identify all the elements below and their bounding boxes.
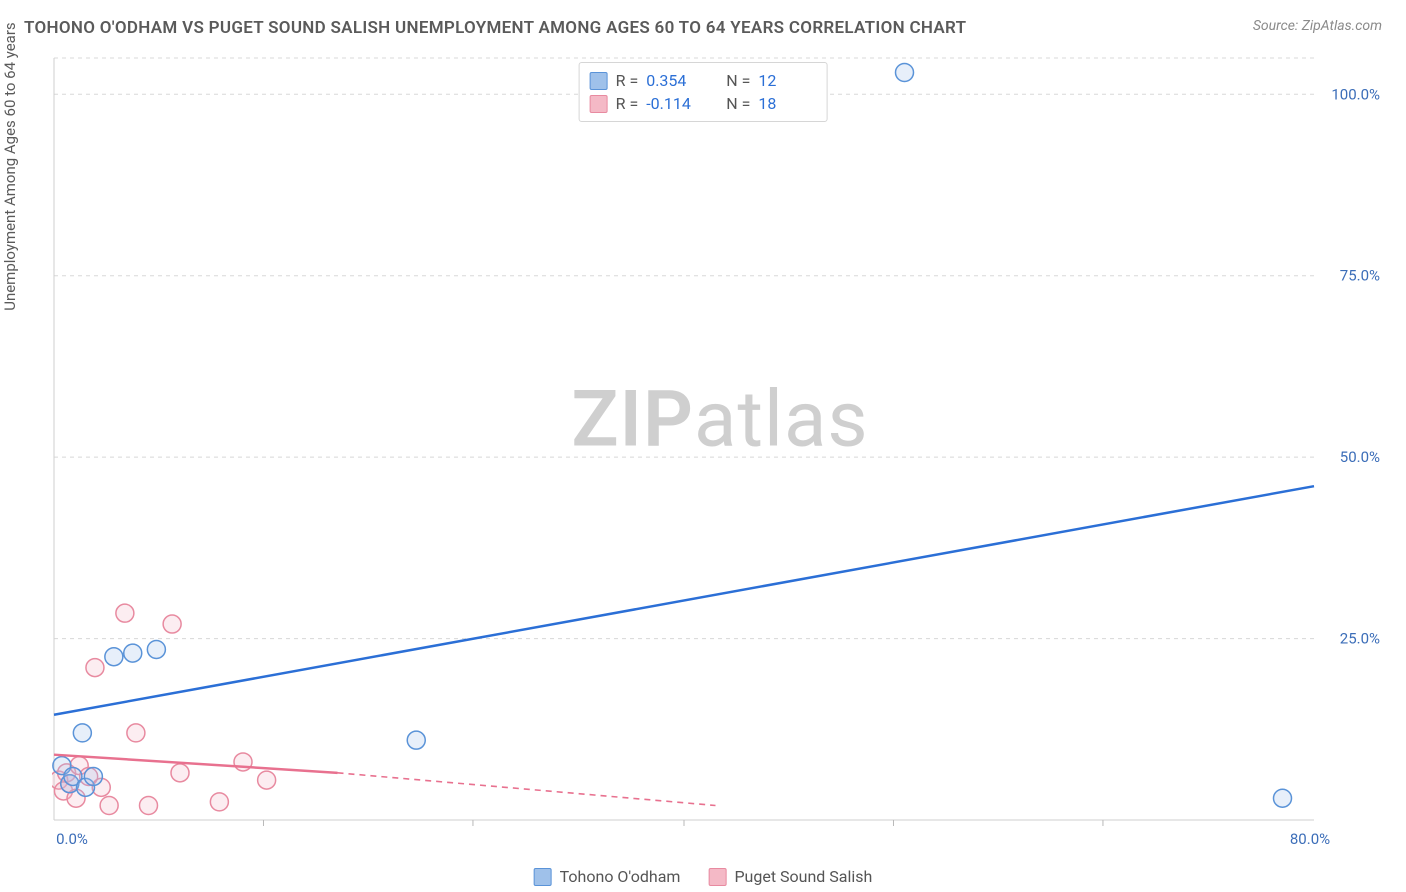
legend-label-series1: Tohono O'odham	[560, 867, 681, 886]
r-label: R =	[616, 94, 639, 113]
correlation-stats-box: R = 0.354 N = 12 R = -0.114 N = 18	[579, 62, 828, 122]
n-label: N =	[726, 94, 750, 113]
n-label: N =	[726, 71, 750, 90]
r-label: R =	[616, 71, 639, 90]
n-value-series2: 18	[758, 94, 812, 113]
legend: Tohono O'odham Puget Sound Salish	[534, 867, 873, 886]
y-axis-label: Unemployment Among Ages 60 to 64 years	[1, 22, 19, 310]
chart-title: TOHONO O'ODHAM VS PUGET SOUND SALISH UNE…	[24, 18, 966, 38]
svg-text:100.0%: 100.0%	[1331, 85, 1380, 103]
swatch-series1	[590, 72, 608, 90]
swatch-series2	[590, 95, 608, 113]
legend-swatch-series1	[534, 868, 552, 886]
plot-area: 25.0%50.0%75.0%100.0%0.0%80.0% ZIPatlas	[52, 54, 1388, 850]
scatter-plot-svg: 25.0% 50.0% 75.0% 100.0% 0.0% 80.0%	[52, 54, 1388, 850]
svg-text:25.0%: 25.0%	[1340, 630, 1380, 648]
svg-text:0.0%: 0.0%	[56, 830, 88, 848]
source-label: Source: ZipAtlas.com	[1253, 18, 1382, 34]
r-value-series2: -0.114	[646, 94, 700, 113]
r-value-series1: 0.354	[646, 71, 700, 90]
stats-row-series2: R = -0.114 N = 18	[590, 92, 813, 115]
stats-row-series1: R = 0.354 N = 12	[590, 69, 813, 92]
legend-item-series1: Tohono O'odham	[534, 867, 681, 886]
svg-text:80.0%: 80.0%	[1290, 830, 1330, 848]
svg-text:75.0%: 75.0%	[1340, 267, 1380, 285]
n-value-series1: 12	[758, 71, 812, 90]
legend-item-series2: Puget Sound Salish	[708, 867, 872, 886]
svg-text:50.0%: 50.0%	[1340, 448, 1380, 466]
legend-swatch-series2	[708, 868, 726, 886]
legend-label-series2: Puget Sound Salish	[734, 867, 872, 886]
